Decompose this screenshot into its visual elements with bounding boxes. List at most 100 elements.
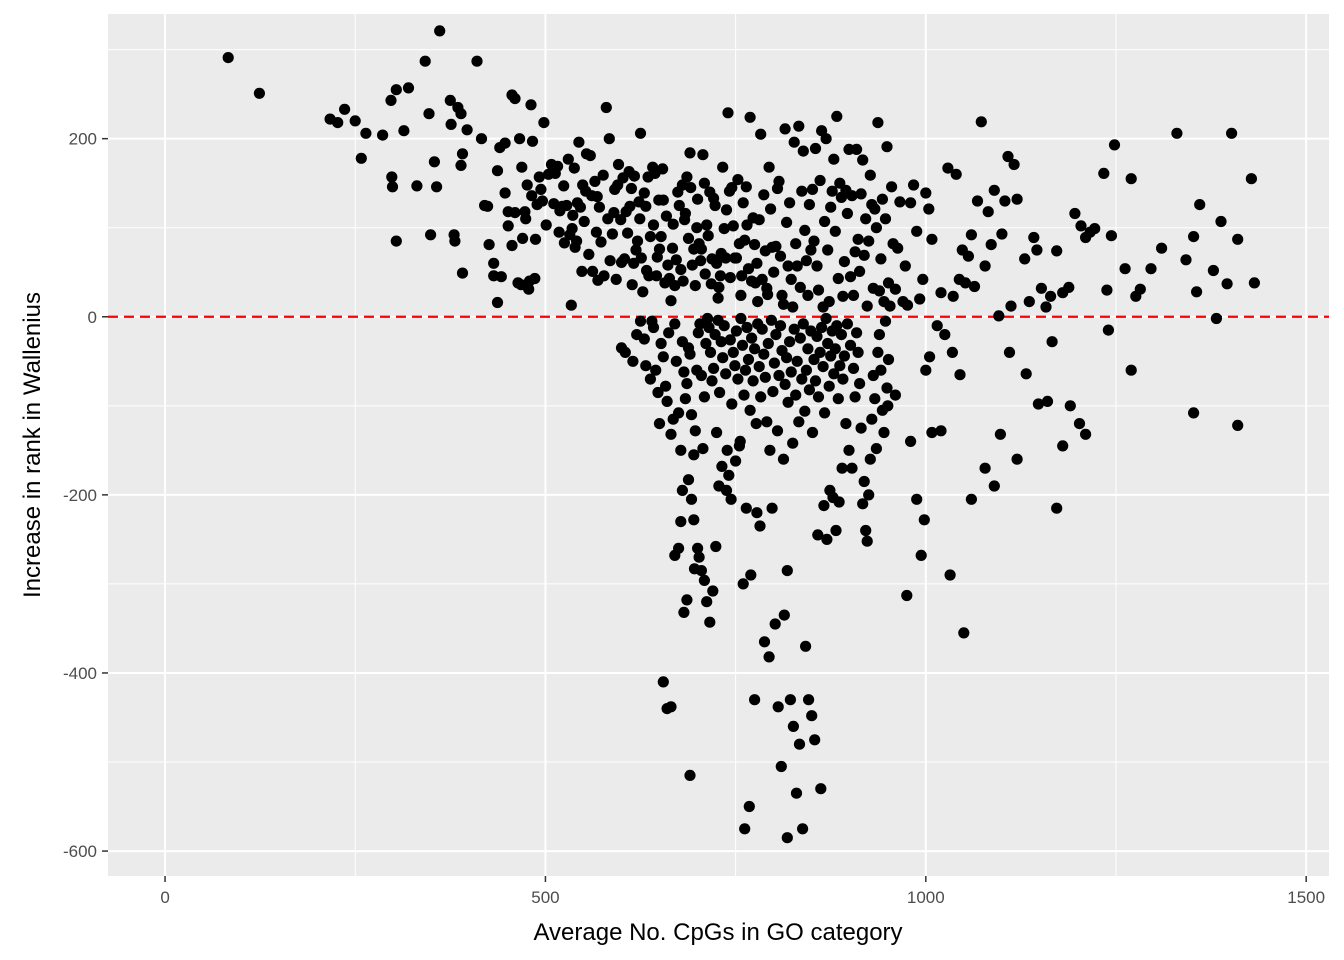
data-point	[660, 380, 672, 392]
data-point	[600, 101, 612, 114]
data-point	[1108, 139, 1121, 151]
data-point	[1180, 254, 1192, 266]
data-point	[626, 279, 638, 291]
data-point	[657, 351, 669, 363]
data-point	[869, 393, 881, 405]
data-point	[720, 484, 733, 496]
data-point	[873, 285, 886, 297]
data-point	[675, 264, 687, 276]
data-point	[889, 389, 902, 401]
data-point	[776, 289, 788, 301]
data-point	[736, 270, 748, 282]
data-point	[553, 226, 565, 238]
data-point	[253, 87, 265, 99]
data-point	[637, 286, 649, 298]
data-point	[787, 437, 799, 449]
data-point	[669, 280, 681, 292]
data-point	[552, 160, 564, 172]
y-tick-label: 200	[69, 130, 97, 149]
data-point	[875, 253, 887, 265]
data-point	[905, 197, 917, 209]
data-point	[724, 272, 736, 284]
data-point	[759, 371, 771, 383]
data-point	[935, 425, 947, 437]
data-point	[1248, 277, 1260, 289]
data-point	[894, 196, 906, 208]
data-point	[1008, 158, 1020, 171]
data-point	[521, 179, 533, 191]
data-point	[819, 215, 831, 228]
data-point	[650, 364, 662, 376]
data-point	[882, 400, 894, 412]
data-point	[735, 289, 747, 301]
data-point	[1045, 290, 1057, 302]
data-point	[763, 161, 775, 173]
data-point	[800, 640, 812, 652]
data-point	[946, 346, 959, 358]
data-point	[851, 327, 863, 339]
data-point	[675, 444, 687, 456]
data-point	[979, 462, 991, 474]
data-point	[673, 542, 685, 554]
data-point	[689, 280, 701, 292]
data-point	[595, 236, 607, 248]
data-point	[1005, 300, 1017, 312]
data-point	[962, 250, 975, 262]
data-point	[634, 213, 646, 225]
data-point	[846, 190, 858, 202]
data-point	[561, 199, 573, 212]
data-point	[692, 542, 704, 554]
data-point	[716, 460, 728, 472]
data-point	[761, 416, 773, 428]
data-point	[777, 453, 790, 465]
data-point	[536, 195, 549, 207]
data-point	[814, 346, 826, 358]
data-point	[806, 426, 819, 439]
data-point	[812, 391, 825, 403]
data-point	[390, 84, 402, 96]
data-point	[695, 255, 707, 267]
data-point	[1119, 263, 1131, 275]
data-point	[812, 284, 825, 296]
data-point	[670, 254, 682, 266]
data-point	[797, 318, 809, 330]
data-point	[820, 133, 832, 145]
data-point	[533, 171, 545, 183]
data-point	[669, 318, 681, 330]
data-point	[762, 288, 774, 301]
data-point	[764, 444, 776, 456]
data-point	[695, 243, 708, 255]
data-point	[1232, 419, 1244, 431]
data-point	[1171, 127, 1183, 139]
data-point	[662, 259, 674, 271]
data-point	[681, 378, 693, 390]
data-point	[901, 589, 913, 602]
data-point	[809, 375, 822, 387]
data-point	[735, 312, 747, 325]
data-point	[419, 55, 431, 67]
data-point	[849, 246, 861, 258]
data-point	[727, 220, 739, 232]
data-point	[1002, 150, 1014, 163]
major-gridlines	[108, 14, 1329, 876]
data-point	[434, 25, 446, 37]
data-point	[765, 314, 778, 326]
data-point	[996, 228, 1008, 240]
data-point	[918, 514, 930, 526]
data-point	[1051, 245, 1063, 257]
data-point	[638, 187, 650, 199]
data-point	[752, 296, 764, 308]
data-point	[837, 373, 849, 385]
data-point	[886, 181, 898, 193]
data-point	[791, 355, 803, 367]
data-point	[954, 369, 966, 381]
data-point	[779, 378, 791, 390]
data-point	[754, 520, 766, 532]
data-point	[834, 360, 846, 372]
data-point	[718, 223, 730, 235]
data-point	[800, 364, 813, 376]
data-point	[851, 143, 863, 155]
data-point	[732, 174, 744, 186]
data-point	[488, 257, 500, 269]
data-point	[847, 362, 860, 374]
